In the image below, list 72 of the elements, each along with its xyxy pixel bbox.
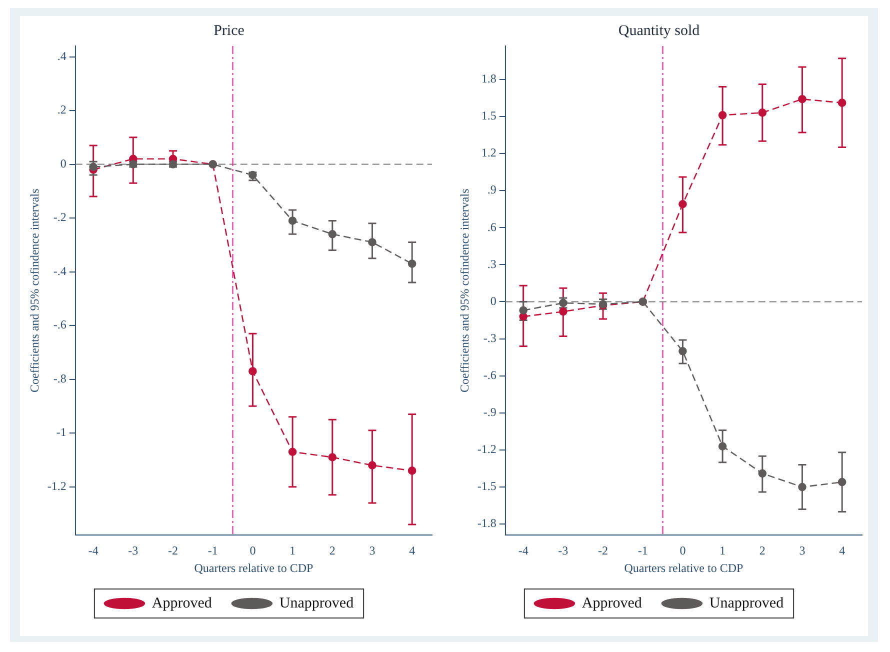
y-tick-label: -.3 <box>483 330 496 345</box>
y-tick-label: -1 <box>56 425 66 440</box>
y-tick-label: -.8 <box>53 371 66 386</box>
point <box>678 200 687 208</box>
point <box>798 482 806 492</box>
y-tick-label: 1.2 <box>481 146 496 160</box>
x-tick-label: -3 <box>128 544 138 558</box>
legend-label: Approved <box>582 595 642 612</box>
y-tick-label: -1.5 <box>477 479 496 494</box>
point <box>368 461 376 470</box>
x-tick-label: 1 <box>720 544 726 558</box>
point <box>678 346 687 356</box>
point <box>408 466 416 475</box>
point <box>559 307 568 316</box>
y-tick-label: -.6 <box>53 318 66 332</box>
x-tick-label: -2 <box>598 544 608 558</box>
x-tick-label: 4 <box>409 544 416 558</box>
legend-label: Approved <box>152 595 212 612</box>
y-axis-title: Coefficients and 95% cofindence intervals <box>27 188 42 392</box>
point <box>519 306 528 315</box>
point <box>89 162 98 172</box>
y-tick-label: 1.8 <box>481 72 496 86</box>
x-tick-label: 0 <box>680 544 686 558</box>
x-axis-title: Quarters relative to CDP <box>624 560 744 575</box>
point <box>408 260 416 268</box>
point <box>368 238 376 246</box>
point <box>758 469 767 478</box>
point <box>758 108 767 117</box>
point <box>798 94 806 104</box>
x-tick-label: 3 <box>799 544 806 558</box>
y-tick-label: -1.2 <box>47 478 66 493</box>
y-tick-label: -.9 <box>483 405 496 420</box>
point <box>838 98 846 107</box>
x-tick-label: 3 <box>369 544 376 558</box>
y-tick-label: -1.8 <box>477 516 496 530</box>
y-axis-title: Coefficients and 95% cofindence intervals <box>457 188 472 392</box>
point <box>248 367 257 376</box>
x-tick-label: -4 <box>518 544 528 558</box>
point <box>718 111 727 120</box>
x-tick-label: -2 <box>168 544 178 558</box>
chart-title: Price <box>214 22 245 39</box>
point <box>288 216 297 225</box>
y-tick-label: .6 <box>487 220 496 234</box>
legend-label: Unapproved <box>279 595 354 612</box>
point <box>838 478 846 486</box>
x-tick-label: 2 <box>329 544 336 558</box>
point <box>718 442 727 450</box>
x-tick-label: -1 <box>638 544 648 558</box>
x-tick-label: -4 <box>88 544 98 558</box>
y-tick-label: .2 <box>57 102 66 117</box>
y-tick-label: 0 <box>60 156 66 170</box>
x-axis-title: Quarters relative to CDP <box>194 560 314 575</box>
x-tick-label: -1 <box>208 544 218 558</box>
chart-title: Quantity sold <box>618 22 700 39</box>
y-tick-label: -1.2 <box>477 442 496 456</box>
x-tick-label: 4 <box>839 544 846 558</box>
y-tick-label: -.4 <box>53 264 66 278</box>
y-tick-label: -.2 <box>53 210 66 224</box>
legend-label: Unapproved <box>709 595 784 612</box>
y-tick-label: 0 <box>490 294 496 308</box>
point <box>328 453 337 462</box>
point <box>328 230 337 238</box>
point <box>288 448 297 456</box>
y-tick-label: 1.5 <box>481 108 496 123</box>
y-tick-label: .9 <box>487 182 496 197</box>
y-tick-label: -.6 <box>483 368 496 382</box>
x-tick-label: -3 <box>558 544 568 558</box>
y-tick-label: .3 <box>487 256 496 271</box>
y-tick-label: .4 <box>57 48 66 63</box>
x-tick-label: 0 <box>250 544 256 558</box>
x-tick-label: 2 <box>759 544 766 558</box>
x-tick-label: 1 <box>290 544 296 558</box>
